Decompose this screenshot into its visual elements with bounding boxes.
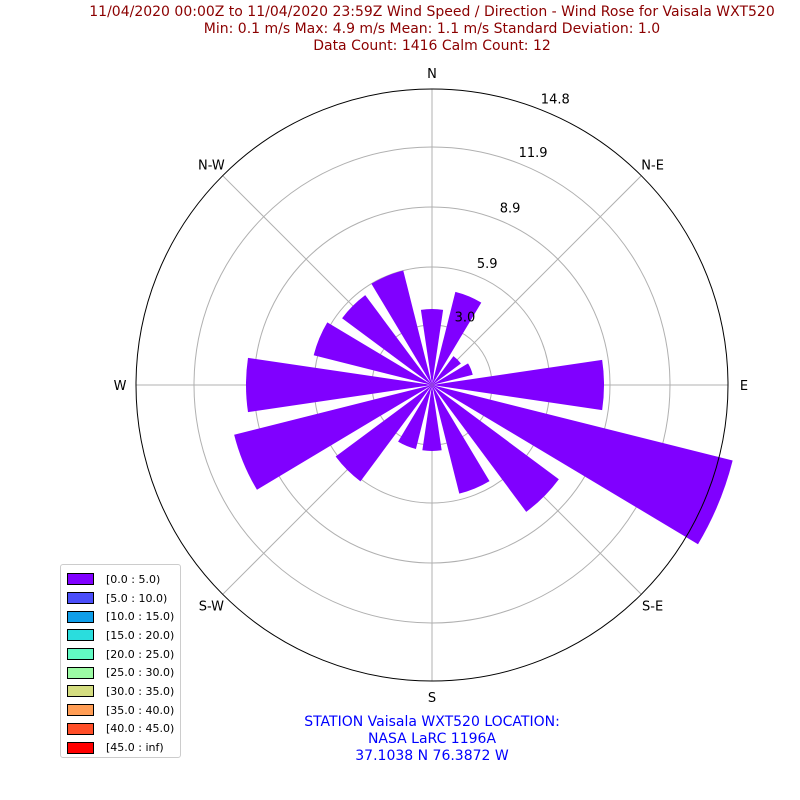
legend-swatch <box>67 648 94 661</box>
wind-bar-247.5 <box>234 385 432 490</box>
title-line-2: Min: 0.1 m/s Max: 4.9 m/s Mean: 1.1 m/s … <box>203 21 661 37</box>
legend-swatch <box>67 722 94 735</box>
legend-swatch <box>67 741 94 754</box>
compass-label-W: W <box>114 379 127 394</box>
title-line-1: 11/04/2020 00:00Z to 11/04/2020 23:59Z W… <box>89 4 775 20</box>
wind-bar-45 <box>432 356 461 385</box>
compass-label-S-W: S-W <box>199 600 224 615</box>
chart-title: 11/04/2020 00:00Z to 11/04/2020 23:59Z W… <box>0 4 800 55</box>
wind-bar-157.5 <box>432 385 490 494</box>
wind-bar-270 <box>246 357 432 413</box>
legend-item: [25.0 : 30.0) <box>67 663 180 682</box>
radial-tick-label: 5.9 <box>477 257 498 272</box>
legend-item: [0.0 : 5.0) <box>67 570 180 589</box>
compass-label-N: N <box>427 67 437 82</box>
station-info: STATION Vaisala WXT520 LOCATION: NASA La… <box>0 714 800 765</box>
legend-swatch <box>67 592 94 605</box>
legend-label: [40.0 : 45.0) <box>106 722 175 736</box>
legend-item: [40.0 : 45.0) <box>67 720 180 739</box>
legend-label: [0.0 : 5.0) <box>106 572 161 586</box>
radial-tick-label: 8.9 <box>500 202 521 217</box>
legend-item: [45.0 : inf) <box>67 738 180 757</box>
polar-frame <box>135 88 729 682</box>
radial-tick-label: 3.0 <box>455 311 476 326</box>
legend-swatch <box>67 573 94 586</box>
legend-item: [15.0 : 20.0) <box>67 626 180 645</box>
legend-label: [20.0 : 25.0) <box>106 647 175 661</box>
legend-item: [20.0 : 25.0) <box>67 645 180 664</box>
legend-label: [35.0 : 40.0) <box>106 703 175 717</box>
legend-swatch <box>67 685 94 698</box>
wind-bar-112.5 <box>432 385 733 545</box>
legend-label: [15.0 : 20.0) <box>106 628 175 642</box>
legend-item: [30.0 : 35.0) <box>67 682 180 701</box>
wind-bar-292.5 <box>313 322 432 385</box>
station-line-2: NASA LaRC 1196A <box>367 731 497 747</box>
legend-swatch <box>67 629 94 642</box>
wind-bar-135 <box>432 385 559 512</box>
legend-item: [35.0 : 40.0) <box>67 701 180 720</box>
station-line-3: 37.1038 N 76.3872 W <box>355 748 509 764</box>
legend-swatch <box>67 666 94 679</box>
wind-bar-202.5 <box>398 385 432 450</box>
wind-bar-67.5 <box>432 363 473 385</box>
wind-bar-315 <box>342 295 432 385</box>
wind-bar-225 <box>335 385 432 482</box>
legend-label: [30.0 : 35.0) <box>106 684 175 698</box>
legend-label: [10.0 : 15.0) <box>106 610 175 624</box>
legend-item: [10.0 : 15.0) <box>67 607 180 626</box>
radial-tick-label: 14.8 <box>541 93 570 108</box>
compass-label-S: S <box>428 691 436 706</box>
compass-label-N-W: N-W <box>198 158 225 173</box>
title-line-3: Data Count: 1416 Calm Count: 12 <box>313 38 551 54</box>
legend-swatch <box>67 704 94 717</box>
legend-label: [5.0 : 10.0) <box>106 591 168 605</box>
compass-label-E: E <box>740 379 748 394</box>
station-line-1: STATION Vaisala WXT520 LOCATION: <box>304 714 560 730</box>
wind-bar-90 <box>432 359 604 411</box>
grid-spoke <box>431 175 642 386</box>
radial-tick-label: 11.9 <box>519 146 548 161</box>
wind-bar-22.5 <box>432 291 482 385</box>
legend-swatch <box>67 610 94 623</box>
legend: [0.0 : 5.0) [5.0 : 10.0) [10.0 : 15.0) [15.… <box>60 564 181 758</box>
compass-label-N-E: N-E <box>641 158 664 173</box>
legend-label: [25.0 : 30.0) <box>106 666 175 680</box>
wind-bar-337.5 <box>371 270 432 385</box>
legend-label: [45.0 : inf) <box>106 741 164 755</box>
legend-item: [5.0 : 10.0) <box>67 589 180 608</box>
wind-bar-0 <box>420 309 444 385</box>
wind-bar-180 <box>422 385 442 451</box>
compass-label-S-E: S-E <box>642 600 663 615</box>
